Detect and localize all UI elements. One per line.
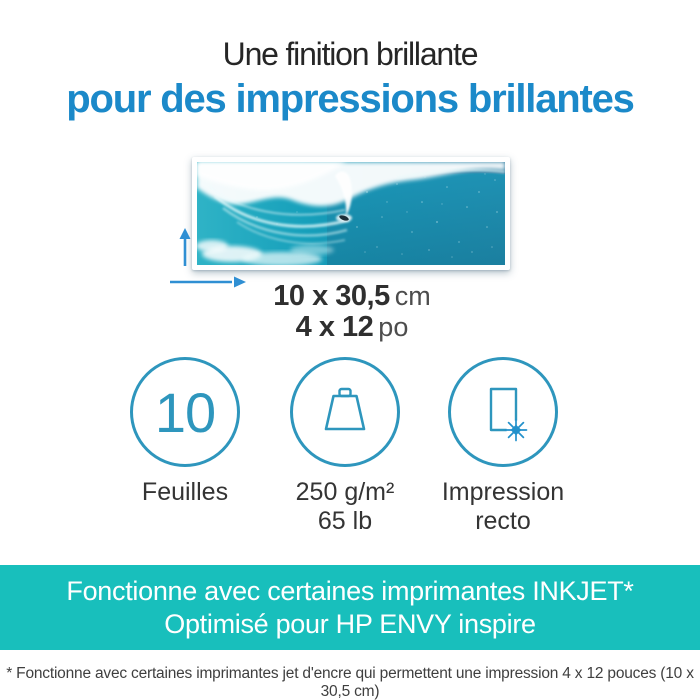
single-sided-circle xyxy=(448,357,558,467)
height-arrow-icon xyxy=(179,228,191,266)
feature-sheet-count: 10 Feuilles xyxy=(100,357,270,507)
dimensions-metric: 10 x 30,5 cm xyxy=(160,281,544,312)
banner-line-2: Optimisé pour HP ENVY inspire xyxy=(164,608,536,639)
imperial-value: 4 x 12 xyxy=(295,311,374,343)
weight-circle xyxy=(290,357,400,467)
dimensions-imperial: 4 x 12 po xyxy=(160,312,544,343)
page-title: Une finition brillante xyxy=(222,36,479,72)
width-arrow-icon xyxy=(170,276,246,288)
page-subtitle: pour des impressions brillantes xyxy=(66,77,635,121)
metric-value: 10 x 30,5 xyxy=(273,280,390,312)
photo-print xyxy=(192,157,510,270)
surf-wave-photo xyxy=(197,162,505,265)
compatibility-banner: Fonctionne avec certaines imprimantes IN… xyxy=(0,565,700,650)
imperial-unit: po xyxy=(378,312,409,342)
footnote: * Fonctionne avec certaines imprimantes … xyxy=(6,665,694,700)
print-dimensions: 10 x 30,5 cm 4 x 12 po xyxy=(160,281,544,343)
feature-single-sided-label: Impression recto xyxy=(441,478,565,535)
sheet-count-circle-icon: 10 xyxy=(130,357,240,467)
sheet-count-value: 10 xyxy=(154,380,216,444)
feature-sheet-count-label: Feuilles xyxy=(141,478,229,506)
single-sided-print-icon xyxy=(489,387,528,442)
paper-weight-icon xyxy=(324,387,366,431)
metric-unit: cm xyxy=(394,281,431,311)
feature-paper-weight-label: 250 g/m² 65 lb xyxy=(295,478,395,535)
feature-paper-weight: 250 g/m² 65 lb xyxy=(260,357,430,536)
banner-line-1: Fonctionne avec certaines imprimantes IN… xyxy=(66,575,634,606)
feature-single-sided: Impression recto xyxy=(418,357,588,536)
